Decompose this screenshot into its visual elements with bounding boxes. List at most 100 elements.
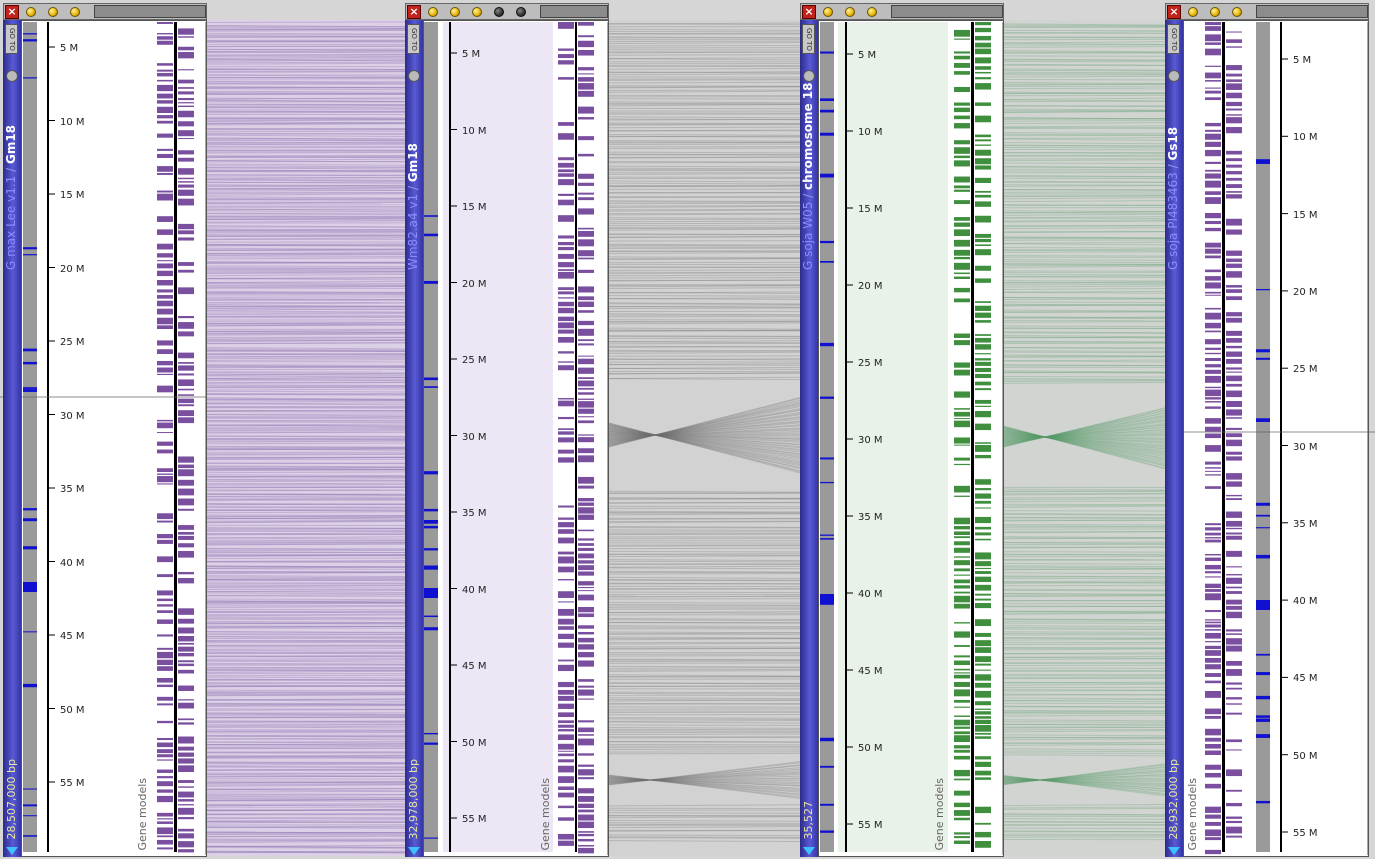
goto-button[interactable]: GO TO	[5, 24, 18, 54]
ruler-tick-label: 30 M	[858, 435, 883, 446]
ruler-tick-label: 5 M	[1293, 55, 1312, 66]
link-region-1	[207, 20, 405, 856]
ruler-tick-label: 30 M	[1293, 441, 1318, 453]
panel-option-icon[interactable]	[26, 7, 36, 17]
panel-option-icon[interactable]	[1232, 7, 1242, 17]
titlebar-handle[interactable]	[1256, 5, 1368, 18]
scroll-down-icon[interactable]	[408, 847, 420, 855]
ruler-tick-label: 55 M	[60, 778, 85, 789]
goto-button[interactable]: GO TO	[802, 24, 815, 54]
scroll-down-icon[interactable]	[803, 847, 815, 855]
info-icon[interactable]	[6, 70, 18, 82]
panel-option-icon[interactable]	[845, 7, 855, 17]
ruler-tick-label: 20 M	[858, 281, 883, 292]
ruler-tick-label: 15 M	[1293, 209, 1318, 221]
ruler-tick-label: 40 M	[60, 557, 85, 569]
panel-titlebar[interactable]: ×	[800, 3, 1004, 20]
organism-name: G soja PI483463	[1166, 172, 1180, 270]
scroll-down-icon[interactable]	[6, 847, 18, 855]
ruler-tick-label: 40 M	[858, 589, 883, 600]
info-icon[interactable]	[408, 70, 420, 82]
panel-option-icon[interactable]	[1188, 7, 1198, 17]
panel-track-area[interactable]	[21, 20, 207, 857]
panel-option-icon[interactable]	[823, 7, 833, 17]
info-icon[interactable]	[803, 70, 815, 82]
panel-track-area[interactable]	[818, 20, 1004, 857]
ruler-tick-label: 35 M	[858, 512, 883, 523]
ruler-tick-label: 25 M	[462, 355, 487, 366]
goto-button[interactable]: GO TO	[407, 24, 420, 54]
ruler-tick-label: 45 M	[60, 631, 85, 642]
close-icon[interactable]: ×	[407, 5, 421, 19]
chromosome-name: Gs18	[1166, 126, 1180, 161]
chromosome-name: chromosome 18	[801, 82, 815, 190]
ruler-tick-label: 45 M	[858, 666, 883, 677]
gene-models-label: Gene models	[539, 778, 552, 851]
panel-sidebar: GO TO G soja PI483463 / Gs18 28,932,000 bp	[1165, 20, 1183, 857]
panel-option-icon[interactable]	[70, 7, 80, 17]
chromosome-length: 28,507,000 bp	[5, 758, 18, 839]
ruler-tick-label: 5 M	[858, 50, 877, 61]
info-icon[interactable]	[1168, 70, 1180, 82]
ruler-tick-label: 15 M	[60, 190, 85, 201]
panel-titlebar[interactable]: ×	[3, 3, 207, 20]
chromosome-name: Gm18	[4, 124, 18, 165]
panel-option-icon[interactable]	[472, 7, 482, 17]
genome-panel-3: × GO TO G soja W05 / chromosome 18 35,527 Ge…	[800, 3, 1004, 857]
scroll-down-icon[interactable]	[1168, 847, 1180, 855]
ruler-tick-label: 10 M	[858, 127, 883, 138]
panel-option-icon[interactable]	[428, 7, 438, 17]
panel-option-icon[interactable]	[450, 7, 460, 17]
ruler-tick-label: 50 M	[462, 737, 487, 749]
ruler-tick-label: 30 M	[60, 410, 85, 422]
ruler-tick-label: 5 M	[462, 49, 481, 60]
ruler-tick-label: 25 M	[858, 358, 883, 369]
close-icon[interactable]: ×	[5, 5, 19, 19]
title-separator: /	[801, 189, 815, 202]
chromosome-title: Wm82.a4 v1 / Gm18	[406, 90, 422, 270]
organism-name: G soja W05	[801, 201, 815, 270]
close-icon[interactable]: ×	[802, 5, 816, 19]
ruler-tick-label: 40 M	[462, 584, 487, 596]
ruler-tick-label: 50 M	[1293, 750, 1318, 762]
close-icon[interactable]: ×	[1167, 5, 1181, 19]
chromosome-name: Gm18	[406, 143, 420, 183]
panel-titlebar[interactable]: ×	[405, 3, 609, 20]
ruler-tick-label: 10 M	[60, 116, 85, 128]
ruler-tick-label: 45 M	[462, 661, 487, 672]
ruler-tick-label: 35 M	[1293, 518, 1318, 530]
gene-models-label: Gene models	[136, 778, 149, 851]
ruler-tick-label: 5 M	[60, 43, 79, 54]
title-separator: /	[1166, 160, 1180, 173]
ruler-tick-label: 10 M	[1293, 132, 1318, 144]
title-separator: /	[4, 164, 18, 176]
chromosome-length: 35,527	[802, 800, 815, 840]
panel-track-area[interactable]	[1183, 20, 1369, 857]
goto-button[interactable]: GO TO	[1167, 24, 1180, 54]
ruler-tick-label: 45 M	[1293, 673, 1318, 685]
ruler-tick-label: 50 M	[60, 704, 85, 716]
panel-option-icon[interactable]	[867, 7, 877, 17]
ruler-tick-label: 50 M	[858, 743, 883, 754]
ruler-tick-label: 25 M	[60, 337, 85, 348]
panel-option-dark-icon[interactable]	[516, 7, 526, 17]
ruler-tick-label: 20 M	[462, 278, 487, 290]
titlebar-handle[interactable]	[891, 5, 1003, 18]
panel-titlebar[interactable]: ×	[1165, 3, 1369, 20]
panel-sidebar: GO TO G max Lee v1.1 / Gm18 28,507,000 bp	[3, 20, 21, 857]
chromosome-title: G soja W05 / chromosome 18	[801, 83, 817, 271]
titlebar-handle[interactable]	[540, 5, 608, 18]
ruler-tick-label: 55 M	[1293, 828, 1318, 839]
ruler-tick-label: 35 M	[462, 508, 487, 519]
panel-sidebar: GO TO Wm82.a4 v1 / Gm18 32,978,000 bp	[405, 20, 423, 857]
genome-panel-4: × GO TO G soja PI483463 / Gs18 28,932,000 b…	[1165, 3, 1369, 857]
titlebar-handle[interactable]	[94, 5, 206, 18]
panel-option-icon[interactable]	[1210, 7, 1220, 17]
ruler-tick-label: 10 M	[462, 125, 487, 137]
ruler-tick-label: 55 M	[462, 814, 487, 825]
link-region-3	[1004, 20, 1165, 856]
panel-option-icon[interactable]	[48, 7, 58, 17]
panel-option-dark-icon[interactable]	[494, 7, 504, 17]
panel-track-area[interactable]	[423, 20, 609, 857]
ruler-tick-label: 55 M	[858, 820, 883, 831]
